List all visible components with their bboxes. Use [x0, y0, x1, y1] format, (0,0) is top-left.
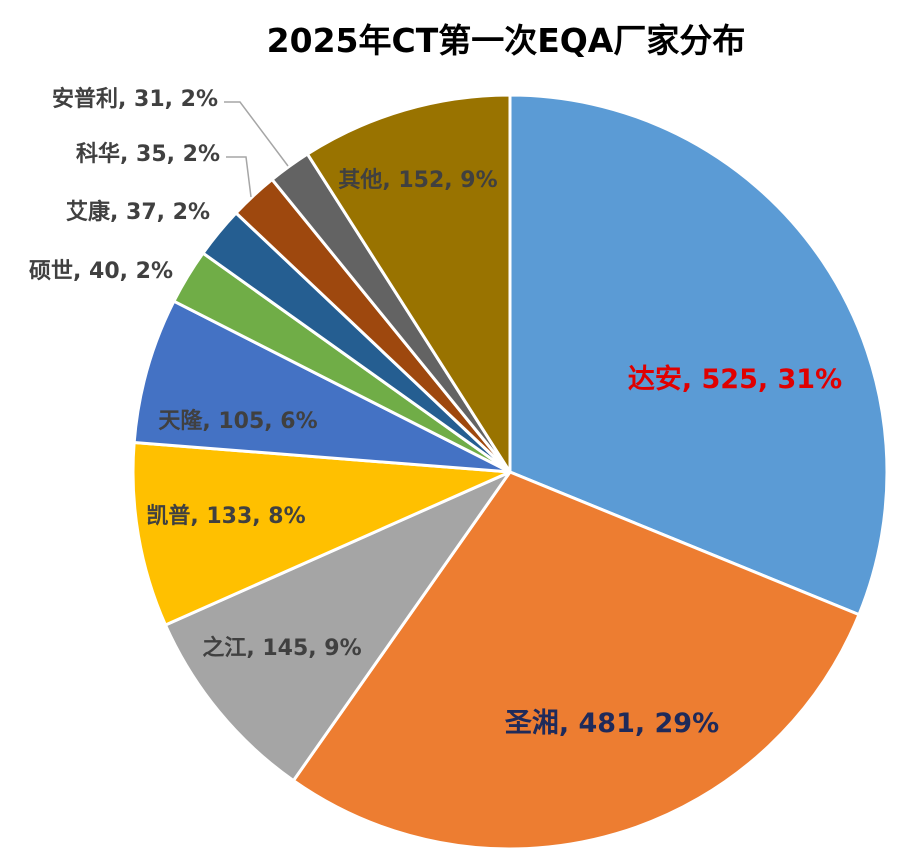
data-label-2: 圣湘, 481, 29% — [505, 708, 719, 739]
pie-slice-2 — [291, 470, 861, 851]
data-label-9: 安普利, 31, 2% — [52, 86, 218, 112]
pie-slice-5 — [132, 299, 512, 474]
data-label-5: 天隆, 105, 6% — [158, 409, 317, 434]
leader-line-9 — [224, 101, 289, 167]
data-label-7: 艾康, 37, 2% — [66, 199, 210, 225]
data-label-6: 硕世, 40, 2% — [29, 259, 173, 284]
pie-slice-3 — [163, 470, 512, 783]
chart-title: 2025年CT第一次EQA厂家分布 — [267, 21, 746, 60]
data-label-1: 达安, 525, 31% — [628, 364, 842, 395]
pie-slice-1 — [508, 93, 889, 617]
data-label-10: 其他, 152, 9% — [338, 168, 497, 193]
pie-slice-4 — [131, 440, 512, 627]
pie-slice-10 — [305, 93, 512, 474]
data-label-4: 凯普, 133, 8% — [146, 503, 305, 529]
data-label-3: 之江, 145, 9% — [202, 635, 361, 661]
data-label-8: 科华, 35, 2% — [76, 141, 220, 167]
leader-line-8 — [226, 156, 252, 198]
